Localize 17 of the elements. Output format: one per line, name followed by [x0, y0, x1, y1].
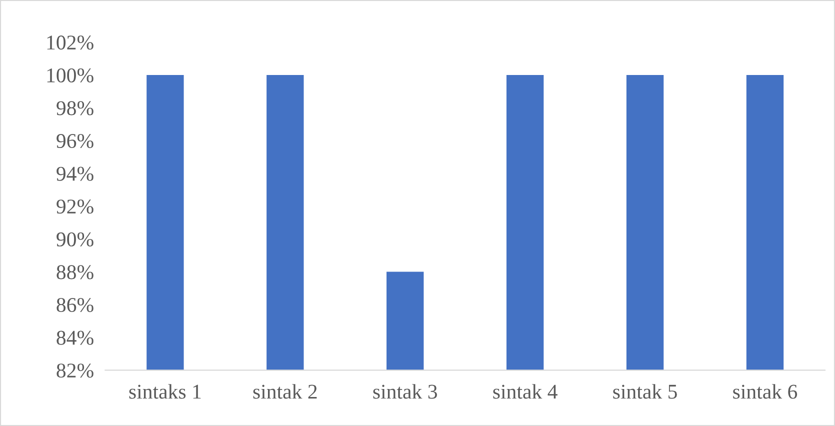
y-tick-label: 102%: [47, 36, 94, 50]
y-tick-label: 94%: [56, 166, 94, 181]
x-tick-label: sintak 4: [493, 384, 558, 399]
x-tick-label: sintak 3: [373, 384, 437, 399]
x-tick-label: sintak 5: [613, 384, 677, 399]
y-tick-label: 86%: [56, 298, 94, 312]
y-tick-label: 100%: [47, 68, 94, 82]
y-tick-label: 88%: [56, 265, 94, 280]
y-tick-label: 82%: [56, 364, 94, 378]
y-tick-label: 98%: [56, 101, 94, 116]
x-tick-label: sintak 2: [253, 384, 317, 399]
y-tick-label: 96%: [56, 134, 94, 148]
x-tick-label: sintaks 1: [129, 384, 201, 399]
x-tick-label: sintak 6: [733, 384, 798, 399]
y-tick-label: 84%: [56, 330, 94, 345]
y-tick-label: 90%: [56, 232, 94, 246]
y-tick-label: 92%: [56, 200, 94, 214]
